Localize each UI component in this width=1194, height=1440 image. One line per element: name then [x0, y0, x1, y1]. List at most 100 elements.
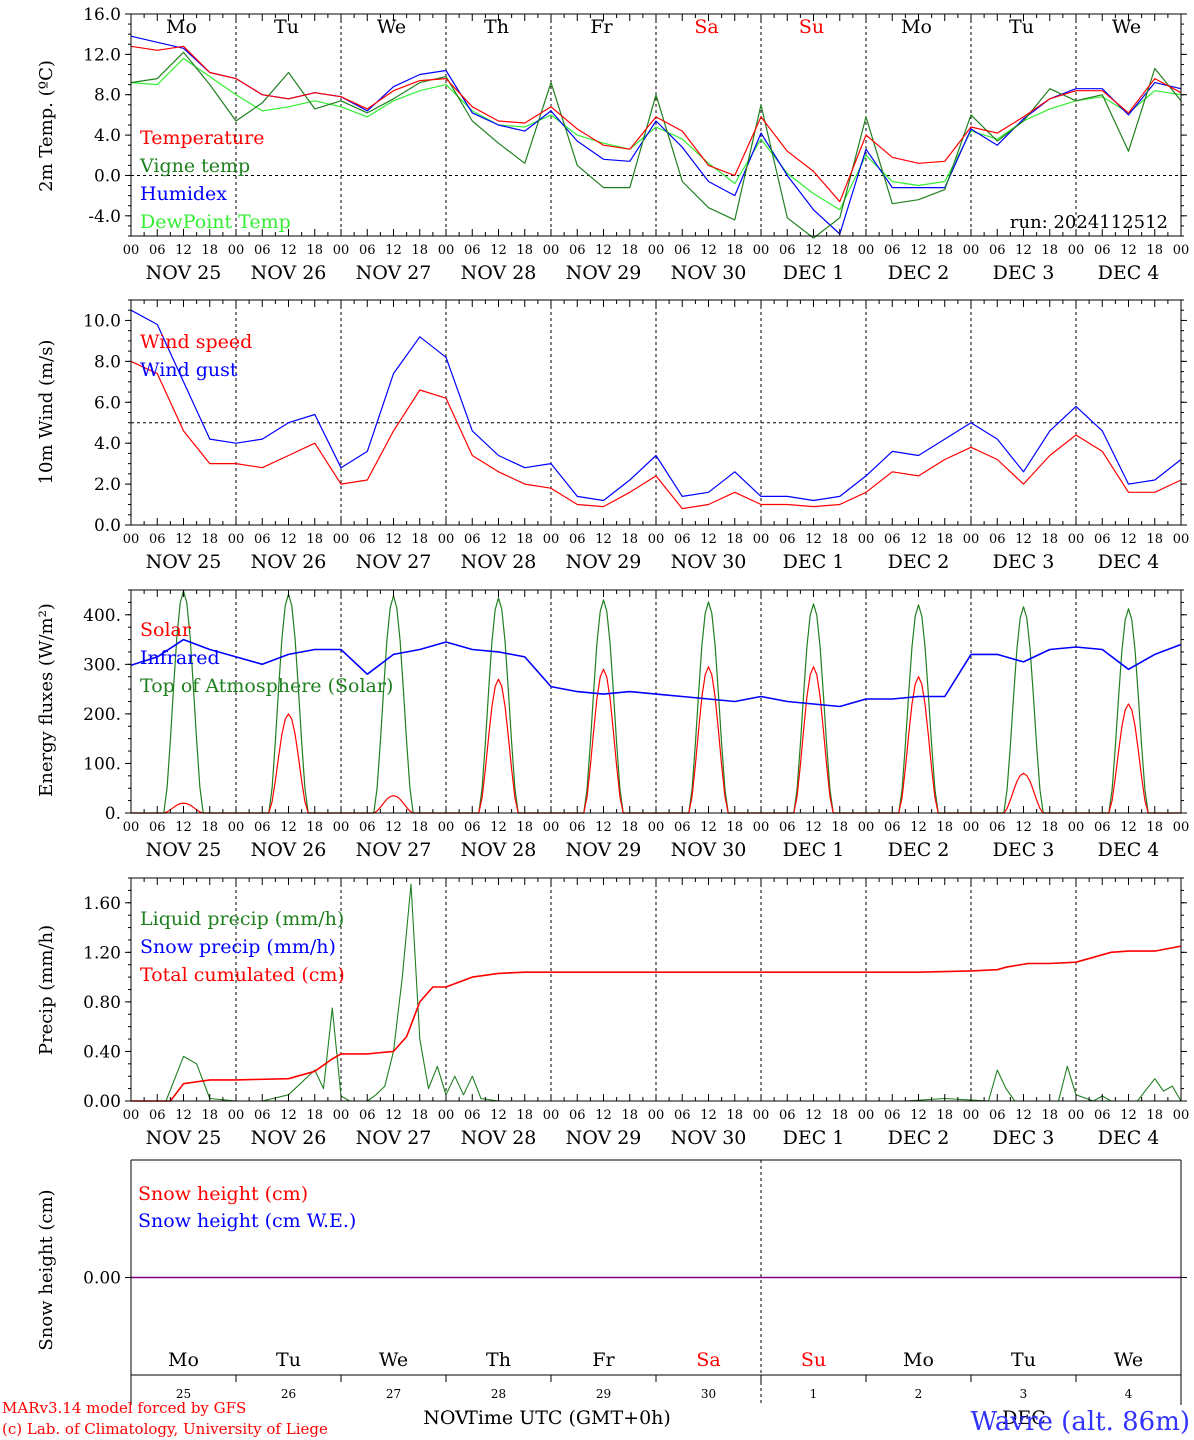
x-hour-label: 12	[280, 243, 297, 258]
y-tick-label: 16.0	[83, 5, 121, 25]
snow-day-name: Fr	[592, 1349, 615, 1371]
day-name-label: Su	[799, 16, 824, 38]
y-tick-label: 10.0	[83, 311, 121, 331]
legend-entry: Wind gust	[140, 359, 238, 381]
day-name-label: Fr	[590, 16, 613, 38]
y-axis-title: Snow height (cm)	[36, 1189, 57, 1350]
x-hour-label: 12	[805, 820, 822, 835]
y-axis-title: Energy fluxes (W/m²)	[36, 603, 57, 797]
x-hour-label: 18	[831, 532, 848, 547]
x-hour-label: 18	[306, 820, 323, 835]
x-hour-label: 00	[1068, 243, 1085, 258]
x-date-label: NOV 26	[251, 262, 327, 284]
y-tick-label: 8.0	[94, 352, 121, 372]
snow-day-name: Tu	[276, 1349, 301, 1371]
x-hour-label: 06	[359, 1108, 376, 1123]
x-date-label: DEC 3	[993, 1127, 1055, 1149]
x-hour-label: 00	[1068, 820, 1085, 835]
snow-day-number: 26	[281, 1387, 296, 1401]
x-hour-label: 18	[831, 243, 848, 258]
x-date-label: NOV 25	[146, 839, 222, 861]
x-hour-label: 00	[858, 243, 875, 258]
y-tick-label: 0.80	[83, 993, 121, 1013]
day-name-label: We	[1112, 16, 1141, 38]
x-hour-label: 06	[779, 1108, 796, 1123]
panel-2-frame	[130, 589, 1182, 814]
y-tick-label: 4.0	[94, 434, 121, 454]
day-name-label: Mo	[901, 16, 932, 38]
y-tick-label: 400.	[83, 606, 121, 626]
x-hour-label: 06	[569, 532, 586, 547]
y-tick-label: 0.0	[94, 516, 121, 536]
y-tick-label: 1.20	[83, 943, 121, 963]
x-date-label: DEC 3	[993, 551, 1055, 573]
x-hour-label: 00	[1173, 532, 1190, 547]
x-date-label: NOV 29	[566, 839, 642, 861]
x-hour-label: 12	[490, 532, 507, 547]
x-hour-label: 12	[490, 243, 507, 258]
x-hour-label: 06	[779, 243, 796, 258]
x-hour-label: 12	[385, 243, 402, 258]
x-hour-label: 12	[1015, 243, 1032, 258]
x-hour-label: 06	[884, 820, 901, 835]
y-axis-title: Precip (mm/h)	[36, 925, 57, 1055]
station-label: Wavre (alt. 86m)	[970, 1407, 1190, 1437]
x-hour-label: 18	[936, 532, 953, 547]
x-hour-label: 18	[936, 1108, 953, 1123]
x-hour-label: 06	[884, 532, 901, 547]
x-hour-label: 06	[359, 820, 376, 835]
run-label: run: 2024112512	[1010, 212, 1168, 233]
snow-month-label: DEC	[1002, 1407, 1046, 1429]
x-hour-label: 12	[700, 820, 717, 835]
x-hour-label: 18	[1041, 820, 1058, 835]
wind-series-line	[130, 360, 1182, 510]
temp-series-line	[130, 45, 1182, 203]
x-hour-label: 18	[1146, 243, 1163, 258]
x-date-label: NOV 27	[356, 551, 432, 573]
day-name-label: We	[377, 16, 406, 38]
x-hour-label: 06	[254, 532, 271, 547]
snow-day-number: 2	[915, 1387, 923, 1401]
x-hour-label: 18	[1041, 1108, 1058, 1123]
day-name-label: Mo	[166, 16, 197, 38]
x-hour-label: 12	[1120, 1108, 1137, 1123]
y-tick-label: -4.0	[88, 207, 121, 227]
x-date-label: DEC 4	[1098, 262, 1160, 284]
x-hour-label: 18	[1041, 243, 1058, 258]
x-hour-label: 18	[726, 820, 743, 835]
x-hour-label: 00	[858, 1108, 875, 1123]
x-date-label: DEC 4	[1098, 1127, 1160, 1149]
x-hour-label: 06	[989, 243, 1006, 258]
x-hour-label: 18	[621, 1108, 638, 1123]
x-date-label: NOV 25	[146, 1127, 222, 1149]
x-hour-label: 12	[385, 1108, 402, 1123]
y-axis-title: 2m Temp. (ºC)	[36, 60, 57, 192]
x-hour-label: 12	[280, 532, 297, 547]
x-hour-label: 18	[831, 1108, 848, 1123]
x-date-label: NOV 30	[671, 1127, 747, 1149]
x-hour-label: 18	[411, 243, 428, 258]
x-hour-label: 00	[228, 1108, 245, 1123]
x-hour-label: 12	[700, 532, 717, 547]
x-hour-label: 18	[201, 243, 218, 258]
x-date-label: NOV 27	[356, 1127, 432, 1149]
wind-series-line	[130, 309, 1182, 502]
x-hour-label: 06	[464, 243, 481, 258]
x-hour-label: 00	[123, 243, 140, 258]
x-date-label: NOV 26	[251, 839, 327, 861]
x-hour-label: 12	[1120, 532, 1137, 547]
x-hour-label: 00	[858, 532, 875, 547]
x-hour-label: 18	[1146, 1108, 1163, 1123]
x-hour-label: 06	[674, 243, 691, 258]
x-hour-label: 06	[1094, 1108, 1111, 1123]
toa-solar-line	[131, 590, 1181, 814]
y-axis-title: 10m Wind (m/s)	[36, 340, 57, 485]
x-hour-label: 00	[228, 532, 245, 547]
snow-day-number: 27	[386, 1387, 401, 1401]
x-hour-label: 00	[753, 1108, 770, 1123]
x-hour-label: 12	[805, 243, 822, 258]
x-date-label: NOV 28	[461, 551, 537, 573]
x-hour-label: 18	[411, 820, 428, 835]
y-tick-label: 6.0	[94, 393, 121, 413]
x-date-label: NOV 27	[356, 262, 432, 284]
